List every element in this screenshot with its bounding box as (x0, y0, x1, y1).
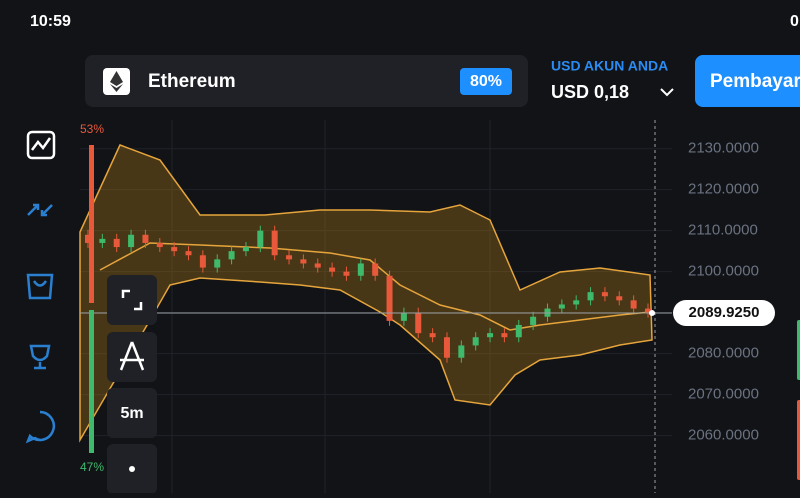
expand-button[interactable] (107, 275, 157, 325)
candle (443, 337, 450, 358)
asset-name: Ethereum (148, 71, 236, 92)
asset-selector[interactable] (85, 55, 528, 107)
y-tick-label: 2100.0000 (688, 263, 759, 280)
candle (171, 247, 178, 252)
candle (616, 296, 623, 301)
draw-button[interactable] (107, 332, 157, 382)
sentiment-down-bar (89, 310, 94, 453)
y-tick-label: 2080.0000 (688, 345, 759, 362)
timeframe-button[interactable] (107, 388, 157, 438)
candle (286, 255, 293, 260)
candle (386, 275, 393, 321)
bollinger-band (79, 144, 653, 443)
timeframe: 5m (120, 405, 143, 422)
candle (156, 242, 163, 248)
candle (85, 234, 91, 243)
payment-label: Pembayaran (710, 71, 800, 92)
candle (601, 292, 608, 297)
down-button-edge[interactable] (797, 400, 800, 480)
candle (400, 312, 407, 321)
candle (113, 238, 120, 248)
status-time: 10:59 (30, 13, 71, 30)
payout: 80% (470, 73, 502, 90)
candle (271, 230, 278, 256)
dropdown-arrow[interactable] (660, 88, 674, 97)
trades-icon[interactable] (27, 203, 53, 217)
help-icon[interactable] (25, 410, 56, 444)
candle (257, 230, 264, 248)
status-right: 0 (790, 13, 799, 30)
candle (472, 337, 479, 346)
signal-icon (129, 466, 135, 472)
trophy-icon[interactable] (29, 344, 51, 370)
account-label: USD AKUN ANDA (551, 58, 668, 74)
chart-icon-line (31, 137, 52, 151)
candle (487, 333, 494, 338)
sentiment-up-bar (89, 145, 94, 303)
candle (458, 345, 465, 358)
payment-button[interactable] (695, 55, 800, 107)
expand-icon (121, 289, 143, 311)
current-point (649, 309, 655, 316)
y-tick-label: 2070.0000 (688, 386, 759, 403)
candle (372, 263, 379, 276)
candle (300, 259, 307, 264)
price-tag-label: 2089.9250 (689, 304, 760, 321)
candle (530, 316, 537, 325)
up-button-edge[interactable] (797, 320, 800, 380)
candle (357, 263, 364, 276)
candle (99, 238, 106, 243)
candle (343, 271, 350, 276)
y-tick-label: 2130.0000 (688, 140, 759, 157)
y-tick-label: 2120.0000 (688, 181, 759, 198)
candle (645, 308, 651, 313)
candle (501, 333, 508, 338)
account-balance[interactable]: USD 0,18 (551, 82, 629, 102)
chart: 2130.00002120.00002110.00002100.00002090… (79, 120, 775, 493)
payout-badge (460, 68, 512, 95)
candle (242, 247, 249, 252)
draw-icon (119, 341, 145, 371)
market-icon[interactable] (26, 273, 54, 300)
y-tick-label: 2060.0000 (688, 427, 759, 444)
middle-band (99, 242, 651, 331)
candle (228, 251, 235, 260)
candle (142, 234, 149, 243)
candle (128, 234, 135, 248)
candle (185, 251, 192, 256)
candle (329, 267, 336, 272)
candle (415, 312, 422, 334)
sentiment-up: 53% (80, 122, 104, 136)
chart-icon[interactable] (26, 130, 56, 160)
candle (314, 263, 321, 268)
candle (199, 255, 206, 268)
y-tick-label: 2110.0000 (688, 222, 758, 239)
candle (587, 292, 594, 301)
candle (429, 333, 436, 338)
candle (558, 304, 565, 309)
price-tag (673, 299, 775, 326)
sidebar (25, 130, 56, 444)
candle (573, 300, 580, 305)
eth-logo (110, 71, 123, 92)
sentiment-down: 47% (80, 460, 104, 474)
candle (630, 300, 637, 309)
candle (214, 259, 221, 268)
candle (515, 324, 522, 338)
